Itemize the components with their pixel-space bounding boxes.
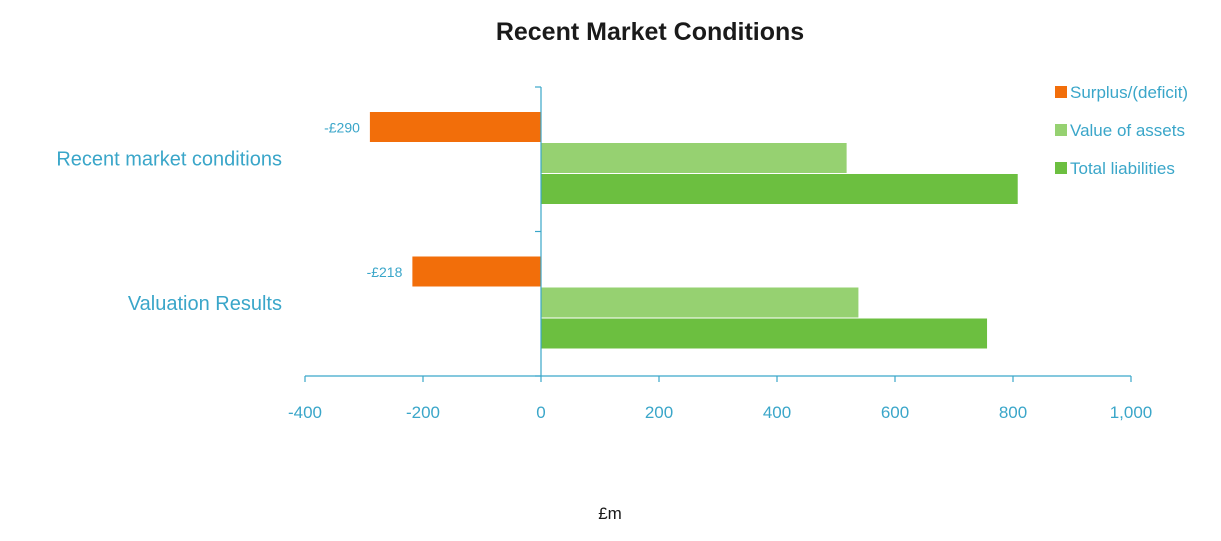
legend-label: Surplus/(deficit) — [1070, 83, 1188, 102]
x-tick-label: -400 — [288, 403, 322, 422]
axes-group: Recent market conditions Valuation Result… — [56, 86, 1153, 422]
x-tick-label: 800 — [999, 403, 1027, 422]
bars-group: -£290 -£218 — [324, 112, 1018, 349]
bar-total-liabilities-1 — [541, 318, 988, 349]
data-label: -£290 — [324, 120, 360, 136]
bar-surplus-deficit--1 — [412, 256, 541, 287]
x-tick-label: 200 — [645, 403, 673, 422]
bar-value-of-assets-1 — [541, 287, 859, 318]
bar-value-of-assets-0 — [541, 143, 847, 173]
x-tick-label: 0 — [536, 403, 545, 422]
x-tick-label: -200 — [406, 403, 440, 422]
legend-swatch — [1055, 124, 1067, 136]
chart-title: Recent Market Conditions — [496, 18, 804, 46]
x-axis-label: £m — [598, 504, 622, 523]
legend-label: Value of assets — [1070, 121, 1185, 140]
x-tick-label: 400 — [763, 403, 791, 422]
legend-label: Total liabilities — [1070, 159, 1175, 178]
category-label: Recent market conditions — [56, 149, 282, 171]
x-tick-label: 1,000 — [1110, 403, 1153, 422]
bar-total-liabilities-0 — [541, 174, 1018, 204]
legend: Surplus/(deficit) Value of assets Total li… — [1055, 83, 1188, 178]
x-tick-label: 600 — [881, 403, 909, 422]
legend-swatch — [1055, 162, 1067, 174]
legend-swatch — [1055, 86, 1067, 98]
bar-surplus-deficit--0 — [369, 112, 541, 142]
category-label: Valuation Results — [128, 293, 282, 315]
data-label: -£218 — [367, 264, 403, 280]
